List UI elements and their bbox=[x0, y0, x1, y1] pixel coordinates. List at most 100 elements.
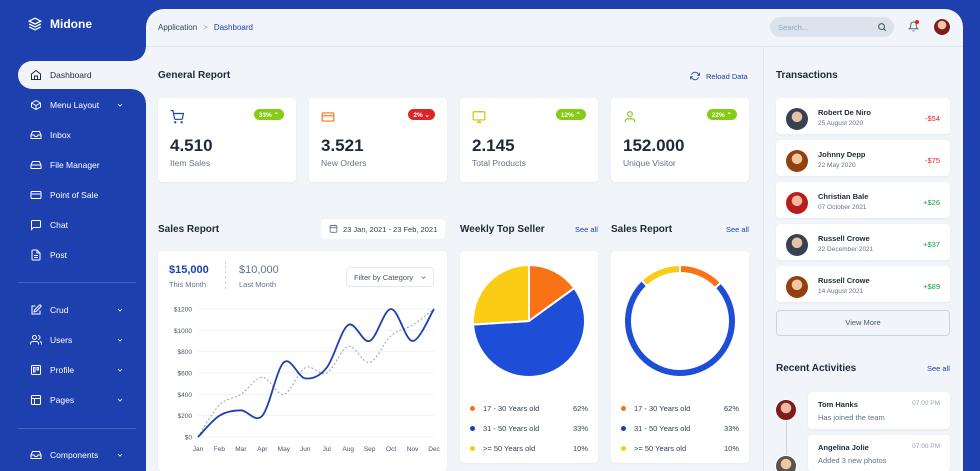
hard-drive-icon bbox=[30, 159, 42, 171]
user-icon bbox=[624, 111, 636, 123]
sidebar-item-dashboard[interactable]: Dashboard bbox=[18, 47, 146, 103]
stat-label: New Orders bbox=[321, 158, 367, 168]
transaction-date: 22 May 2020 bbox=[818, 162, 856, 169]
box-icon bbox=[30, 99, 42, 111]
stat-value: 4.510 bbox=[170, 136, 213, 155]
trello-icon bbox=[30, 364, 42, 376]
legend-dot bbox=[470, 405, 475, 411]
sidebar-item-label: Inbox bbox=[50, 130, 71, 140]
transaction-amount: -$54 bbox=[924, 114, 940, 123]
y-tick-label: $800 bbox=[178, 349, 193, 356]
transaction-date: 14 August 2021 bbox=[818, 288, 864, 295]
message-square-icon bbox=[30, 219, 42, 231]
status-badge: 33% ⌃ bbox=[253, 109, 284, 120]
sidebar-item-file-manager[interactable]: File Manager bbox=[18, 151, 146, 179]
y-tick-label: $0 bbox=[185, 435, 193, 442]
notification-dot bbox=[915, 20, 919, 24]
weekly-top-seller-pie bbox=[472, 263, 586, 378]
search-input[interactable]: Search... bbox=[770, 17, 894, 37]
shopping-cart-icon bbox=[170, 110, 184, 124]
chevron-down-icon bbox=[117, 368, 123, 372]
activity-item[interactable]: Tom Hanks 07:00 PM Has joined the team bbox=[808, 392, 950, 429]
sidebar-item-users[interactable]: Users bbox=[18, 326, 146, 354]
transaction-item[interactable]: Christian Bale 07 October 2021 +$26 bbox=[776, 182, 950, 218]
x-tick-label: Feb bbox=[214, 446, 226, 453]
reload-data-link[interactable]: Reload Data bbox=[690, 71, 748, 81]
sidebar-item-label: Dashboard bbox=[50, 70, 92, 80]
activity-time: 07:00 PM bbox=[912, 400, 940, 407]
x-tick-label: Sep bbox=[364, 446, 376, 453]
search-icon[interactable] bbox=[877, 22, 887, 32]
transaction-amount: -$75 bbox=[924, 156, 940, 165]
date-range-picker[interactable]: 23 Jan, 2021 - 23 Feb, 2021 bbox=[321, 219, 445, 239]
sidebar-item-label: Chat bbox=[50, 220, 68, 230]
transaction-item[interactable]: Russell Crowe 22 December 2021 +$37 bbox=[776, 224, 950, 260]
sidebar-item-label: Components bbox=[50, 450, 99, 460]
stat-value: 152.000 bbox=[623, 136, 685, 155]
refresh-icon bbox=[690, 71, 700, 81]
sidebar-item-label: Menu Layout bbox=[50, 100, 100, 110]
stat-label: Total Products bbox=[472, 158, 526, 168]
legend-item: 17 - 30 Years old 62% bbox=[621, 402, 739, 414]
chevron-down-icon bbox=[117, 453, 123, 457]
sales-report-card: $15,000 This Month $10,000 Last Month Fi… bbox=[158, 251, 447, 471]
avatar bbox=[786, 234, 808, 256]
timeline-line bbox=[786, 416, 787, 471]
sidebar-item-label: Post bbox=[50, 250, 68, 260]
sidebar-item-inbox[interactable]: Inbox bbox=[18, 121, 146, 149]
brand[interactable]: Midone bbox=[28, 17, 92, 31]
transaction-item[interactable]: Robert De Niro 25 August 2020 -$54 bbox=[776, 98, 950, 134]
sidebar-item-components[interactable]: Components bbox=[18, 441, 146, 469]
sidebar-item-point-of-sale[interactable]: Point of Sale bbox=[18, 181, 146, 209]
y-tick-label: $1000 bbox=[174, 328, 192, 335]
layout-icon bbox=[30, 394, 42, 406]
transaction-amount: +$89 bbox=[923, 282, 940, 291]
stat-value: 2.145 bbox=[472, 136, 515, 155]
activity-desc: Added 3 new photos bbox=[818, 456, 887, 465]
x-tick-label: Mar bbox=[235, 446, 247, 453]
sidebar-item-crud[interactable]: Crud bbox=[18, 296, 146, 324]
x-tick-label: Jan bbox=[193, 446, 204, 453]
see-all-link[interactable]: See all bbox=[927, 364, 950, 373]
activity-name: Tom Hanks bbox=[818, 400, 858, 409]
activity-item[interactable]: Angelina Jolie 07:00 PM Added 3 new phot… bbox=[808, 435, 950, 471]
sidebar-item-post[interactable]: Post bbox=[18, 241, 146, 269]
sales-report-title: Sales Report bbox=[158, 224, 220, 235]
stat-card-total-products: 12% ⌃ 2.145 Total Products bbox=[460, 98, 598, 182]
avatar bbox=[775, 455, 797, 471]
breadcrumb-current[interactable]: Dashboard bbox=[213, 23, 253, 32]
main-content: Application > Dashboard Search... Genera… bbox=[146, 9, 963, 471]
weekly-top-seller-title: Weekly Top Seller bbox=[460, 224, 545, 235]
stat-label: Item Sales bbox=[170, 158, 211, 168]
sidebar-item-profile[interactable]: Profile bbox=[18, 356, 146, 384]
sidebar-item-chat[interactable]: Chat bbox=[18, 211, 146, 239]
breadcrumb-root[interactable]: Application bbox=[158, 23, 198, 32]
slice-2 bbox=[472, 263, 530, 326]
slice-0 bbox=[528, 263, 576, 323]
bell-icon[interactable] bbox=[908, 21, 919, 32]
view-more-button[interactable]: View More bbox=[776, 310, 950, 336]
sidebar-divider bbox=[18, 428, 136, 429]
slice-0 bbox=[679, 263, 723, 290]
transaction-name: Russell Crowe bbox=[818, 234, 870, 243]
transaction-item[interactable]: Johnny Depp 22 May 2020 -$75 bbox=[776, 140, 950, 176]
sidebar-item-menu-layout[interactable]: Menu Layout bbox=[18, 91, 146, 119]
avatar bbox=[786, 276, 808, 298]
see-all-link[interactable]: See all bbox=[726, 225, 749, 234]
status-badge: 12% ⌃ bbox=[555, 109, 586, 120]
see-all-link[interactable]: See all bbox=[575, 225, 598, 234]
stat-label: Unique Visitor bbox=[623, 158, 676, 168]
transaction-date: 25 August 2020 bbox=[818, 120, 864, 127]
stat-value: 3.521 bbox=[321, 136, 364, 155]
transaction-name: Robert De Niro bbox=[818, 108, 871, 117]
sidebar-item-pages[interactable]: Pages bbox=[18, 386, 146, 414]
transaction-item[interactable]: Russell Crowe 14 August 2021 +$89 bbox=[776, 266, 950, 302]
chevron-down-icon bbox=[117, 308, 123, 312]
users-icon bbox=[30, 334, 42, 346]
chevron-down-icon bbox=[117, 103, 123, 107]
home-icon bbox=[30, 69, 42, 81]
date-range-value: 23 Jan, 2021 - 23 Feb, 2021 bbox=[343, 225, 438, 234]
filter-by-category-dropdown[interactable]: Filter by Category bbox=[346, 267, 434, 287]
user-avatar[interactable] bbox=[933, 18, 951, 36]
series-line-0 bbox=[197, 308, 435, 438]
